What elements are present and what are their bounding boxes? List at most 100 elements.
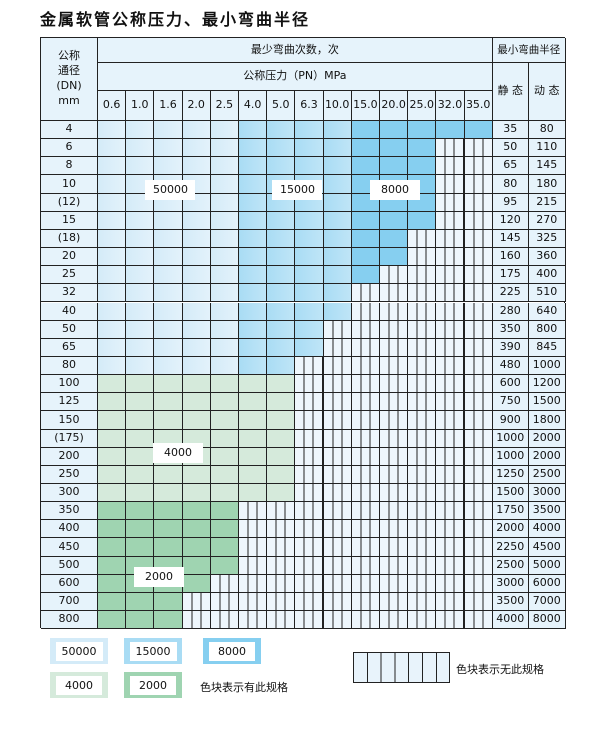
no-spec-cell bbox=[464, 211, 493, 230]
pressure-col-header: 20.0 bbox=[380, 91, 409, 121]
dn-value: 25 bbox=[41, 266, 98, 285]
spec-cell-15000 bbox=[295, 302, 324, 321]
no-spec-cell bbox=[295, 520, 324, 539]
spec-cell-2000 bbox=[154, 502, 183, 521]
dn-value: (18) bbox=[41, 229, 98, 249]
spec-cell-4000 bbox=[98, 484, 127, 503]
static-radius: 175 bbox=[492, 266, 529, 285]
no-spec-cell bbox=[380, 447, 409, 466]
spec-cell-50000 bbox=[210, 211, 239, 230]
no-spec-cell bbox=[436, 502, 465, 521]
no-spec-cell bbox=[210, 574, 239, 593]
spec-cell-50000 bbox=[154, 229, 183, 249]
spec-cell-50000 bbox=[98, 302, 127, 321]
no-spec-cell bbox=[351, 356, 380, 376]
no-spec-cell bbox=[408, 411, 437, 430]
static-radius: 750 bbox=[492, 393, 529, 412]
spec-cell-4000 bbox=[267, 429, 296, 448]
spec-cell-15000 bbox=[267, 338, 296, 357]
spec-cell-4000 bbox=[239, 447, 268, 466]
region-label-8000: 8000 bbox=[370, 180, 420, 200]
spec-cell-50000 bbox=[154, 157, 183, 176]
no-spec-cell bbox=[436, 320, 465, 339]
static-radius: 2500 bbox=[492, 556, 529, 575]
page-title: 金属软管公称压力、最小弯曲半径 bbox=[40, 10, 311, 29]
no-spec-cell bbox=[408, 502, 437, 521]
spec-cell-50000 bbox=[126, 157, 155, 176]
no-spec-cell bbox=[436, 175, 465, 194]
legend-swatch-4000: 4000 bbox=[50, 672, 108, 698]
no-spec-cell bbox=[408, 356, 437, 376]
dn-value: 125 bbox=[41, 393, 98, 412]
spec-cell-50000 bbox=[182, 338, 211, 357]
spec-cell-4000 bbox=[210, 484, 239, 503]
spec-cell-4000 bbox=[98, 447, 127, 466]
spec-cell-50000 bbox=[98, 175, 127, 194]
no-spec-cell bbox=[323, 556, 352, 575]
no-spec-cell bbox=[380, 556, 409, 575]
spec-cell-4000 bbox=[126, 429, 155, 448]
spec-cell-15000 bbox=[267, 266, 296, 285]
dn-value: 8 bbox=[41, 157, 98, 176]
spec-cell-50000 bbox=[98, 121, 127, 140]
dynamic-radius: 1200 bbox=[528, 375, 566, 394]
dn-value: 65 bbox=[41, 338, 98, 357]
no-spec-cell bbox=[351, 411, 380, 430]
no-spec-cell bbox=[182, 611, 211, 630]
spec-cell-2000 bbox=[126, 611, 155, 630]
dynamic-header: 动 态 bbox=[528, 63, 566, 121]
legend-label: 4000 bbox=[56, 675, 102, 695]
no-spec-cell bbox=[267, 574, 296, 593]
spec-cell-4000 bbox=[210, 393, 239, 412]
no-spec-cell bbox=[436, 338, 465, 357]
no-spec-cell bbox=[323, 338, 352, 357]
no-spec-cell bbox=[380, 393, 409, 412]
no-spec-cell bbox=[210, 592, 239, 612]
no-spec-cell bbox=[380, 520, 409, 539]
no-spec-cell bbox=[295, 502, 324, 521]
no-spec-cell bbox=[380, 266, 409, 285]
dn-value: (175) bbox=[41, 429, 98, 448]
dynamic-radius: 2000 bbox=[528, 429, 566, 448]
no-spec-cell bbox=[436, 429, 465, 448]
no-spec-cell bbox=[464, 248, 493, 267]
dn-value: 50 bbox=[41, 320, 98, 339]
spec-cell-50000 bbox=[98, 284, 127, 303]
spec-cell-50000 bbox=[126, 229, 155, 249]
pressure-bending-table: 公称 通径 (DN) mm 最少弯曲次数，次 公称压力（PN）MPa 0.6 1.0 1.… bbox=[40, 37, 566, 630]
no-spec-cell bbox=[464, 393, 493, 412]
no-spec-cell bbox=[408, 538, 437, 557]
dn-header: 公称 通径 (DN) mm bbox=[41, 38, 98, 121]
no-spec-cell bbox=[351, 320, 380, 339]
spec-cell-50000 bbox=[182, 320, 211, 339]
pressure-col-header: 1.6 bbox=[154, 91, 183, 121]
spec-cell-4000 bbox=[239, 429, 268, 448]
spec-cell-8000 bbox=[380, 211, 409, 230]
spec-cell-4000 bbox=[267, 411, 296, 430]
no-spec-cell bbox=[351, 502, 380, 521]
spec-cell-4000 bbox=[267, 484, 296, 503]
spec-cell-15000 bbox=[323, 266, 352, 285]
spec-cell-8000 bbox=[380, 229, 409, 249]
no-spec-cell bbox=[380, 375, 409, 394]
dynamic-radius: 6000 bbox=[528, 574, 566, 593]
spec-cell-8000 bbox=[351, 266, 380, 285]
no-spec-cell bbox=[267, 538, 296, 557]
spec-cell-4000 bbox=[182, 484, 211, 503]
no-spec-cell bbox=[380, 411, 409, 430]
static-radius: 95 bbox=[492, 193, 529, 212]
spec-cell-2000 bbox=[126, 538, 155, 557]
spec-cell-15000 bbox=[267, 139, 296, 158]
no-spec-cell bbox=[464, 338, 493, 357]
spec-cell-15000 bbox=[239, 121, 268, 140]
spec-cell-50000 bbox=[210, 121, 239, 140]
no-spec-cell bbox=[295, 538, 324, 557]
no-spec-cell bbox=[408, 338, 437, 357]
dn-value: 40 bbox=[41, 302, 98, 321]
spec-cell-15000 bbox=[239, 356, 268, 376]
spec-cell-2000 bbox=[210, 556, 239, 575]
dn-value: 4 bbox=[41, 121, 98, 140]
static-radius: 35 bbox=[492, 121, 529, 140]
no-spec-cell bbox=[295, 411, 324, 430]
spec-cell-50000 bbox=[210, 157, 239, 176]
